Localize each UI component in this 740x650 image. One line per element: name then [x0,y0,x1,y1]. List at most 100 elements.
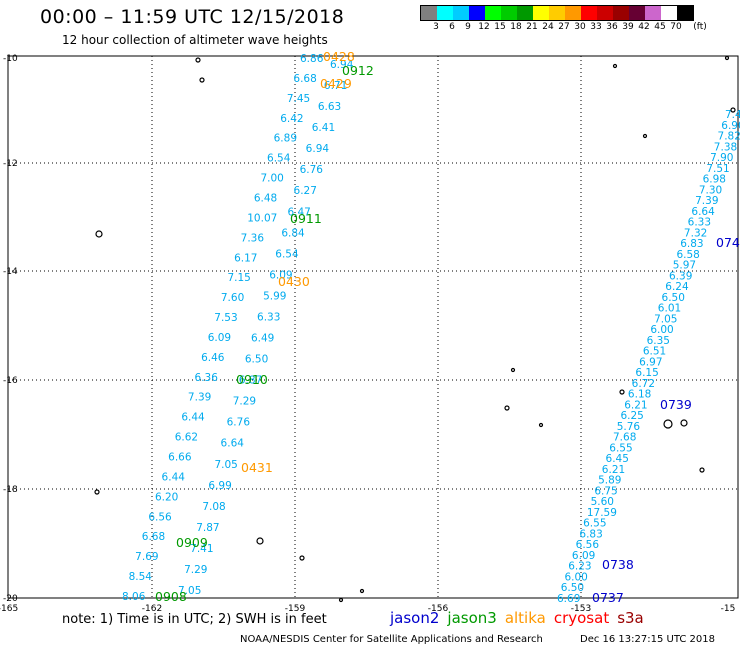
track-b-value: 7.87 [196,522,219,534]
legend-label-4: 15 [494,22,506,32]
track-c-value: 7.39 [695,195,718,207]
legend-label-5: 18 [510,22,522,32]
time-label-0910: 0910 [236,372,268,387]
legend-swatch-11 [597,6,613,20]
legend-label-13: 42 [638,22,650,32]
track-c-value: 6.51 [643,346,666,358]
satellite-jason2: jason2 [390,609,440,627]
legend-labels: 3 6 9 12 15 18 21 24 27 30 33 36 39 42 45 70 (ft) [420,22,740,34]
track-c-value: 6.39 [669,270,692,282]
track-b-value: 6.76 [227,417,251,429]
legend-label-2: 9 [465,22,471,32]
track-a-value: 6.56 [148,511,172,523]
time-label-0738: 0738 [602,557,634,572]
track-b-value: 6.33 [257,311,280,323]
track-a-value: 6.46 [201,352,225,364]
track-c-value: 7.38 [714,141,737,153]
time-label-0431: 0431 [241,460,273,475]
track-c-value: 6.01 [658,303,681,315]
track-a-value: 6.68 [142,531,165,543]
island-17 [730,107,736,113]
track-b-value: 7.05 [178,585,201,597]
credit-date: Dec 16 13:27:15 UTC 2018 [580,634,715,645]
satellite-s3a: s3a [617,609,644,627]
legend-label-6: 21 [526,22,538,32]
lat-label: -18 [3,485,18,495]
lat-label: -16 [3,376,18,386]
track-b-value: 6.76 [300,164,324,176]
track-c-value: 6.33 [688,217,711,229]
track-c-value: 6.58 [676,249,699,261]
track-a-value: 6.44 [181,412,205,424]
track-c-value: 7.68 [613,432,636,444]
legend-label-15: 70 [670,22,682,32]
legend-swatch-9 [565,6,581,20]
footer-note: note: 1) Time is in UTC; 2) SWH is in fe… [62,612,327,627]
color-legend: 3 6 9 12 15 18 21 24 27 30 33 36 39 42 45 70 (ft) [420,5,707,32]
time-label-0739: 0739 [660,397,692,412]
track-c-value: 6.09 [572,550,595,562]
track-c-value: 6.56 [576,539,600,551]
track-a-value: 8.54 [129,571,153,583]
island-1 [199,77,205,83]
track-c-value: 7.82 [718,131,740,143]
track-a-value: 7.00 [260,173,283,185]
track-a-value: 6.17 [234,252,257,264]
track-b-value: 7.29 [184,564,207,576]
island-14 [359,588,365,594]
legend-swatch-5 [501,6,517,20]
track-c-value: 6.97 [639,356,662,368]
lat-label: -14 [3,267,18,277]
legend-swatch-16 [677,6,693,20]
island-12 [299,555,305,561]
island-4 [510,367,516,373]
track-b-value: 5.99 [263,290,286,302]
legend-label-1: 6 [449,22,455,32]
track-b-value: 6.09 [269,269,292,281]
track-a-value: 8.06 [122,591,146,603]
satellite-altika: altika [504,609,546,627]
legend-swatch-7 [533,6,549,20]
island-6 [538,422,544,428]
legend-swatch-2 [453,6,469,20]
lon-label: -162 [142,604,162,614]
island-5 [504,405,510,411]
legend-swatch-0 [421,6,437,20]
legend-label-3: 12 [478,22,490,32]
time-label-074: 074 [716,235,740,250]
track-b-value: 6.47 [287,206,310,218]
track-a-value: 7.36 [241,232,265,244]
track-c-value: 6.83 [680,238,703,250]
time-label-0912: 0912 [342,63,374,78]
track-b-value: 6.27 [294,185,317,197]
track-b-value: 6.99 [208,480,231,492]
satellite-jason3: jason3 [447,609,497,627]
island-9 [663,419,673,429]
island-11 [699,467,705,473]
track-b-value: 6.84 [281,227,305,239]
track-c-value: 7.4 [725,109,740,121]
track-a-value: 6.20 [155,491,178,503]
time-label-0908: 0908 [155,589,187,604]
legend-swatch-4 [485,6,501,20]
track-c-value: 6.35 [647,335,670,347]
track-a-value: 6.86 [300,53,324,65]
legend-swatch-13 [629,6,645,20]
lat-label: -20 [3,594,18,604]
time-label-0737: 0737 [592,590,624,605]
legend-swatch-15 [661,6,677,20]
legend-label-11: 36 [606,22,618,32]
track-c-value: 6.15 [635,367,658,379]
legend-swatch-6 [517,6,533,20]
legend-swatch-14 [645,6,661,20]
legend-swatch-10 [581,6,597,20]
track-c-value: 6.55 [583,518,606,530]
legend-swatch-3 [469,6,485,20]
track-c-value: 6.25 [620,410,643,422]
track-c-value: 6.98 [703,174,726,186]
track-c-value: 6.00 [650,324,673,336]
track-a-value: 6.66 [168,452,192,464]
track-a-value: 7.15 [227,272,250,284]
track-a-value: 6.48 [254,192,277,204]
track-c-value: 7.51 [706,163,729,175]
